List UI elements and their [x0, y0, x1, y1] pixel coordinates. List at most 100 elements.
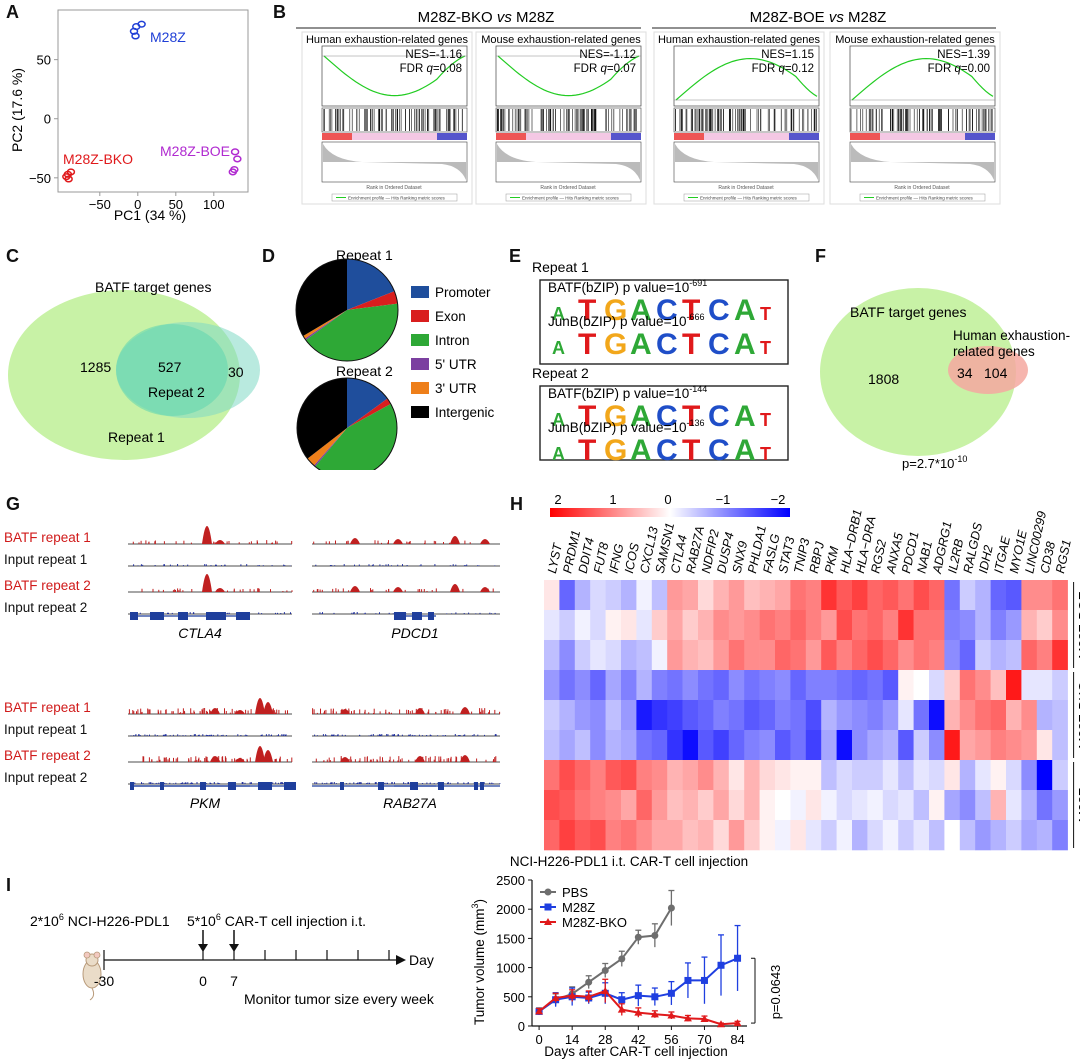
panel-label-f: F [815, 246, 826, 266]
heatmap-cell [913, 820, 930, 851]
heatmap-cell [975, 820, 991, 851]
heatmap-cell [821, 610, 837, 641]
heatmap-cell [682, 730, 699, 761]
gene-exon [412, 612, 422, 620]
heatmap-cell [1052, 610, 1068, 641]
track-peak [340, 757, 350, 762]
heatmap-cell [605, 670, 622, 701]
gsea-panel: M28Z-BKO vs M28Z M28Z-BOE vs M28Z Human … [296, 9, 1001, 205]
heatmap-cell [836, 730, 853, 761]
heatmap-cell [698, 790, 714, 821]
heatmap-cell [805, 820, 822, 851]
gsea-rank-bar [322, 133, 467, 140]
heatmap-cell [651, 640, 668, 671]
pie-slice-intron [305, 303, 399, 362]
heatmap-cell [636, 760, 653, 791]
timeline-panel: 2*106 NCI-H226-PDL1 5*106 CAR-T cell inj… [30, 912, 435, 1007]
heatmap-cell [1006, 730, 1022, 761]
heatmap-cell [990, 580, 1007, 611]
heatmap-cell [636, 670, 653, 701]
heatmap-cell [775, 760, 791, 791]
heatmap-cell [559, 640, 576, 671]
gsea-es-curve [323, 55, 466, 97]
timeline-week-ticks [264, 950, 390, 960]
track-peak [255, 746, 265, 762]
motif-title: BATF(bZIP) p value=10-144 [548, 384, 707, 401]
gene-name: PKM [190, 795, 221, 811]
motif-title: JunB(bZIP) p value=10-136 [548, 418, 704, 435]
heatmap-cell [821, 580, 837, 611]
heatmap-cell [821, 670, 837, 701]
chart-xtick-label: 56 [664, 1032, 678, 1047]
track-peak [215, 588, 225, 592]
heatmap-cell [1021, 580, 1038, 611]
heatmap-cell [728, 820, 745, 851]
motif-letter: C [708, 434, 730, 467]
heatmap-cell [682, 670, 699, 701]
heatmap-cell [882, 700, 899, 731]
gsea-rank-axis-label: Rank in Ordered Dataset [366, 185, 422, 191]
heatmap-group-labels: M28Z-BOE M28Z-BKO M28Z [1073, 582, 1080, 848]
heatmap-cell [728, 760, 745, 791]
heatmap-cell [1021, 730, 1038, 761]
pie-legend-label: Promoter [435, 285, 491, 300]
heatmap-cell [790, 700, 807, 731]
heatmap-cell [605, 820, 622, 851]
heatmap-cell [759, 700, 776, 731]
chart-point [634, 933, 642, 941]
gsea-plot: Mouse exhaustion-related genes NES=-1.12 F… [475, 31, 647, 205]
gsea-legend-text: Enrichment profile — Hits Ranking metric… [876, 196, 974, 201]
motif-letter: T [578, 294, 596, 327]
pie-outline [295, 258, 399, 362]
heatmap-cell [990, 670, 1007, 701]
heatmap-cell [544, 610, 560, 641]
heatmap-cell [836, 760, 853, 791]
gsea-nes: NES=1.39 [937, 49, 990, 61]
chart-legend-marker [544, 918, 552, 925]
heatmap-cell [929, 580, 945, 611]
chart-point [650, 1010, 659, 1018]
motif-letter: G [604, 434, 627, 467]
track-peak [415, 708, 425, 714]
gsea-legend-text: Enrichment profile — Hits Ranking metric… [522, 196, 620, 201]
heatmap-cell [590, 670, 606, 701]
pie-slice-3-utr [307, 428, 347, 466]
heatmap-cell [621, 730, 637, 761]
track-panel: BATF repeat 1 Input repeat 1 BATF repeat 2… [4, 526, 501, 811]
gsea-rank-axis-label: Rank in Ordered Dataset [718, 185, 774, 191]
gsea-es-frame [849, 45, 996, 107]
gsea-metric-frame [495, 141, 642, 183]
genome-tracks: BATF repeat 1 Input repeat 1 BATF repeat 2… [4, 526, 501, 811]
heatmap-cell [929, 640, 945, 671]
chart-point [618, 996, 626, 1004]
heatmap-gene-label: RGS1 [1053, 538, 1074, 574]
timeline-day-neg30: -30 [94, 973, 114, 989]
heatmap-cell [605, 610, 622, 641]
heatmap-cell [667, 640, 683, 671]
heatmap-cell [1006, 580, 1022, 611]
timeline-day-0: 0 [199, 973, 207, 989]
heatmap-cell [959, 700, 976, 731]
motif-letter: A [630, 294, 652, 327]
heatmap-cell [1052, 760, 1068, 791]
heatmap-cell [698, 820, 714, 851]
heatmap-cell [544, 730, 560, 761]
chart-point [551, 993, 560, 1001]
heatmap-gene-label: RBPJ [807, 540, 827, 575]
track-peak [450, 584, 460, 592]
heatmap-cell [959, 790, 976, 821]
venn-f-overlap-count: 34 [957, 365, 973, 381]
motif-letter: C [656, 434, 678, 467]
heatmap-cell [590, 580, 606, 611]
motif-title: JunB(bZIP) p value=10-666 [548, 312, 704, 329]
pca-ytick-label: −50 [29, 171, 51, 186]
gsea-metric-area [675, 144, 818, 180]
heatmap-cell [1052, 580, 1068, 611]
heatmap-cell [713, 670, 730, 701]
heatmap-scale-tick: −1 [716, 492, 731, 507]
heatmap-cell [621, 610, 637, 641]
mouse-icon [82, 951, 102, 1001]
motif-letter: C [656, 294, 678, 327]
gene-exon [150, 612, 164, 620]
heatmap-cell [975, 730, 991, 761]
